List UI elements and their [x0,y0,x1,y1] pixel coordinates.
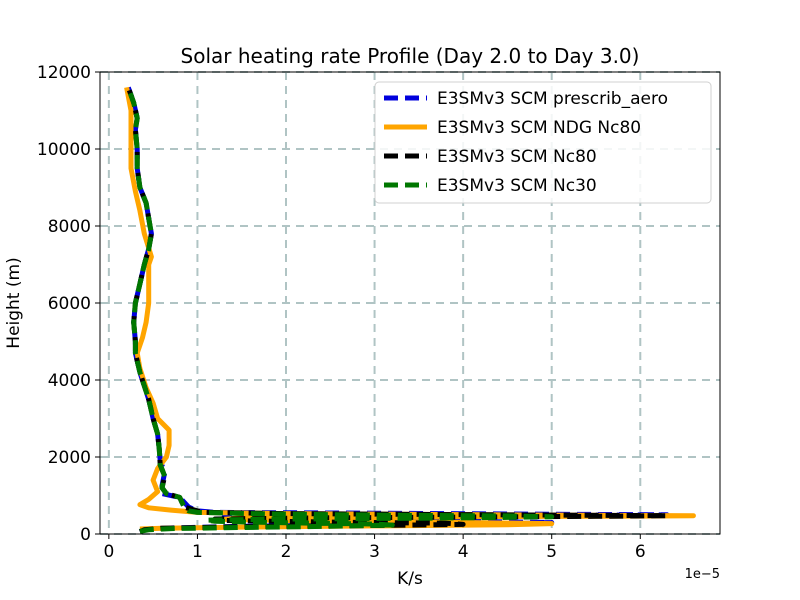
x-axis-scale-label: 1e−5 [685,567,720,582]
y-tick-label: 12000 [37,63,91,83]
y-axis-label: Height (m) [4,257,24,348]
x-tick-label: 0 [103,542,114,562]
y-tick-label: 4000 [48,371,91,391]
x-tick-label: 6 [635,542,646,562]
series-line [125,86,555,534]
y-tick-label: 8000 [48,217,91,237]
legend-label: E3SMv3 SCM Nc30 [437,176,597,196]
legend-frame [374,81,712,204]
series-lines [124,86,696,534]
y-tick-label: 10000 [37,140,91,160]
x-tick-label: 5 [546,542,557,562]
legend-label: E3SMv3 SCM Nc80 [437,147,597,167]
legend-label: E3SMv3 SCM NDG Nc80 [437,118,641,138]
y-tick-label: 2000 [48,448,91,468]
y-tick-label: 0 [80,525,91,545]
chart-title: Solar heating rate Profile (Day 2.0 to D… [181,44,640,68]
x-axis-label: K/s [397,569,423,589]
legend-label: E3SMv3 SCM prescrib_aero [437,89,668,109]
x-tick-label: 2 [281,542,292,562]
axis-ticks: 0 1 2 3 4 5 6 0 2000 4000 6000 8000 10000 12000 [37,63,646,562]
x-tick-label: 1 [192,542,203,562]
y-tick-label: 6000 [48,294,91,314]
legend: E3SMv3 SCM prescrib_aero E3SMv3 SCM NDG N… [374,81,712,204]
x-tick-label: 3 [369,542,380,562]
x-tick-label: 4 [458,542,469,562]
